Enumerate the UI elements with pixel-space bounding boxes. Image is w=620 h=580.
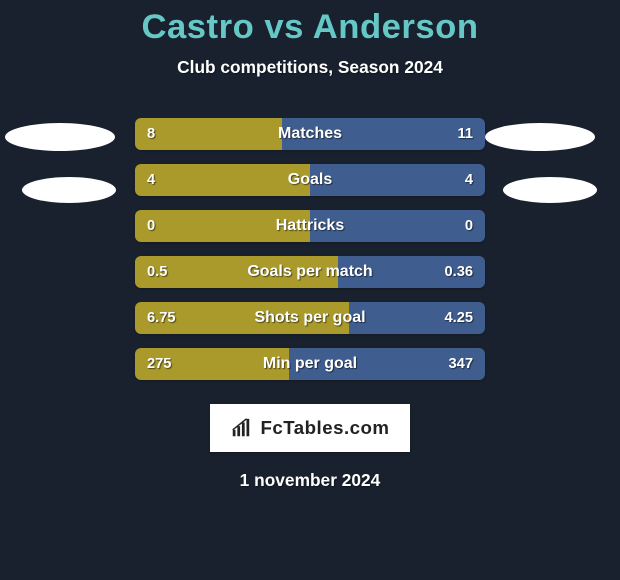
stats-table: 811Matches 44Goals 00Hattricks 0.50.36Goals… [135,118,485,380]
stat-row: 6.754.25Shots per goal [135,302,485,334]
stat-label: Matches [135,118,485,150]
stat-row: 0.50.36Goals per match [135,256,485,288]
stat-label: Hattricks [135,210,485,242]
player-badge-right-1 [503,177,597,203]
bar-chart-icon [230,417,252,439]
subtitle: Club competitions, Season 2024 [0,57,620,78]
stat-label: Goals per match [135,256,485,288]
stat-label: Goals [135,164,485,196]
stat-label: Min per goal [135,348,485,380]
stat-label: Shots per goal [135,302,485,334]
player-badge-right-0 [485,123,595,151]
brand-text: FcTables.com [260,417,389,439]
player-badge-left-0 [5,123,115,151]
comparison-infographic: Castro vs Anderson Club competitions, Se… [0,0,620,580]
stat-row: 811Matches [135,118,485,150]
brand-badge: FcTables.com [210,404,410,452]
page-title: Castro vs Anderson [0,0,620,47]
generated-date: 1 november 2024 [0,470,620,491]
stat-row: 00Hattricks [135,210,485,242]
player-badge-left-1 [22,177,116,203]
stat-row: 44Goals [135,164,485,196]
stat-row: 275347Min per goal [135,348,485,380]
